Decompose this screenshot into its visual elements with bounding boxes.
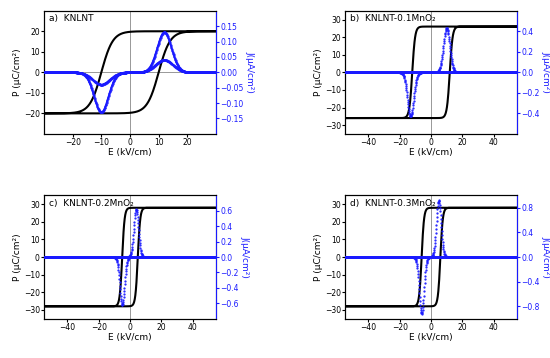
Y-axis label: P (μC/cm²): P (μC/cm²) [314, 233, 323, 281]
Y-axis label: J(μA/cm²): J(μA/cm²) [246, 52, 255, 93]
Y-axis label: J(μA/cm²): J(μA/cm²) [241, 236, 250, 278]
Text: d)  KNLNT-0.3MnO₂: d) KNLNT-0.3MnO₂ [350, 199, 436, 208]
Text: c)  KNLNT-0.2MnO₂: c) KNLNT-0.2MnO₂ [49, 199, 134, 208]
Y-axis label: P (μC/cm²): P (μC/cm²) [13, 233, 23, 281]
X-axis label: E (kV/cm): E (kV/cm) [409, 149, 453, 158]
Text: a)  KNLNT: a) KNLNT [49, 14, 94, 23]
Y-axis label: J(μA/cm²): J(μA/cm²) [542, 236, 550, 278]
X-axis label: E (kV/cm): E (kV/cm) [409, 333, 453, 342]
X-axis label: E (kV/cm): E (kV/cm) [108, 333, 152, 342]
X-axis label: E (kV/cm): E (kV/cm) [108, 149, 152, 158]
Y-axis label: P (μC/cm²): P (μC/cm²) [314, 48, 323, 96]
Y-axis label: J(μA/cm²): J(μA/cm²) [542, 52, 550, 93]
Y-axis label: P (μC/cm²): P (μC/cm²) [13, 48, 23, 96]
Text: b)  KNLNT-0.1MnO₂: b) KNLNT-0.1MnO₂ [350, 14, 436, 23]
